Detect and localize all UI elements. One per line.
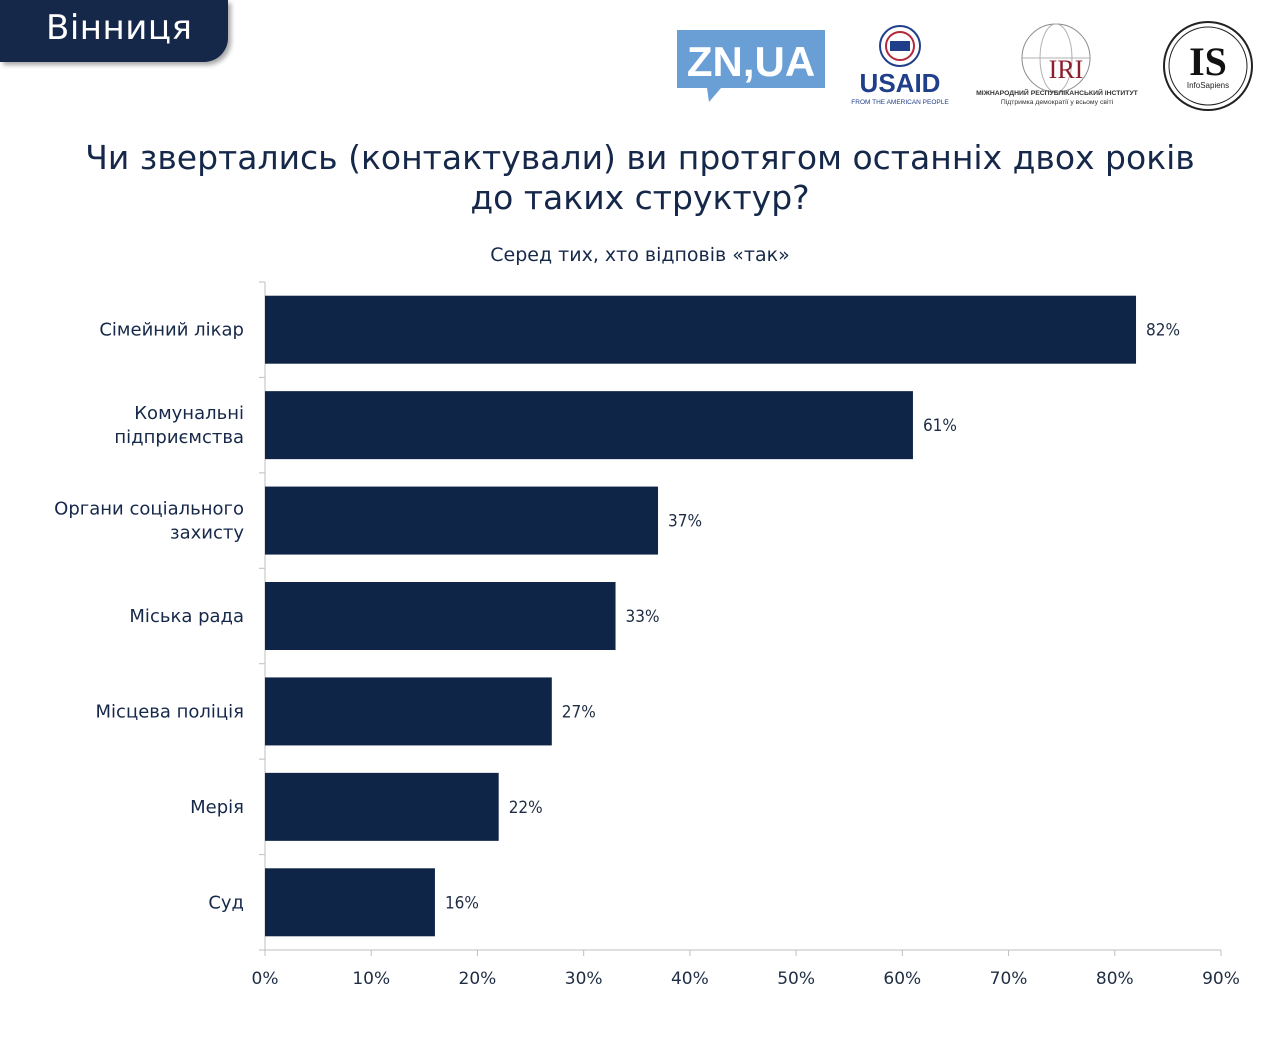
x-tick-label: 10% xyxy=(352,969,390,989)
infosapiens-name: InfoSapiens xyxy=(1187,81,1229,90)
bar-value-label: 16% xyxy=(445,893,479,913)
bar-value-label: 61% xyxy=(923,416,957,436)
bar-value-label: 37% xyxy=(668,512,702,532)
bar xyxy=(265,295,1137,364)
bar xyxy=(265,868,435,937)
bar-value-label: 33% xyxy=(626,607,660,627)
x-tick-label: 30% xyxy=(565,969,603,989)
chart-title: Чи звертались (контактували) ви протягом… xyxy=(0,138,1280,218)
category-label: Мерія xyxy=(190,797,244,818)
x-tick-label: 40% xyxy=(671,969,709,989)
zn-ua-logo-text: ZN,UA xyxy=(687,38,815,85)
category-label: Міська рада xyxy=(129,606,244,627)
category-label: Комунальні xyxy=(134,403,244,424)
infosapiens-logo-text: IS xyxy=(1189,39,1227,84)
x-tick-label: 20% xyxy=(459,969,497,989)
chart-title-line-2: до таких структур? xyxy=(470,178,810,217)
bar xyxy=(265,391,913,460)
iri-tagline: Підтримка демократії у всьому світі xyxy=(1001,98,1114,106)
x-tick-label: 50% xyxy=(777,969,815,989)
x-tick-label: 90% xyxy=(1202,969,1240,989)
chart-subtitle: Серед тих, хто відповів «так» xyxy=(490,244,790,266)
category-label: Сімейний лікар xyxy=(99,320,244,341)
infosapiens-logo: IS InfoSapiens xyxy=(1163,21,1253,111)
category-label: Місцева поліція xyxy=(96,701,244,722)
city-header-tab: Вінниця xyxy=(0,0,228,62)
x-tick-label: 0% xyxy=(252,969,279,989)
usaid-logo-text: USAID xyxy=(860,68,941,98)
bar xyxy=(265,677,552,746)
category-label: Органи соціального xyxy=(54,499,244,520)
x-tick-label: 80% xyxy=(1096,969,1134,989)
bar-value-label: 27% xyxy=(562,702,596,722)
city-name: Вінниця xyxy=(46,8,193,48)
x-tick-label: 60% xyxy=(883,969,921,989)
bar xyxy=(265,582,616,650)
iri-logo-text: IRI xyxy=(1049,55,1084,84)
bar-value-label: 82% xyxy=(1146,321,1180,341)
usaid-logo: USAID FROM THE AMERICAN PEOPLE xyxy=(851,25,949,106)
category-label: Суд xyxy=(208,892,244,913)
bar xyxy=(265,486,659,555)
zn-ua-logo: ZN,UA xyxy=(677,30,825,102)
chart-title-line-1: Чи звертались (контактували) ви протягом… xyxy=(85,138,1195,177)
bar xyxy=(265,772,499,841)
iri-name: МІЖНАРОДНИЙ РЕСПУБЛІКАНСЬКИЙ ІНСТИТУТ xyxy=(976,88,1139,97)
x-tick-label: 70% xyxy=(990,969,1028,989)
bar-chart: 0% 10% 20% 30% 40% 50% 60% 70% 80% 90% 82% Сімейний… xyxy=(54,281,1240,989)
bar-value-label: 22% xyxy=(509,798,543,818)
iri-logo: IRI МІЖНАРОДНИЙ РЕСПУБЛІКАНСЬКИЙ ІНСТИТУ… xyxy=(976,23,1139,106)
category-label: підприємства xyxy=(114,427,244,448)
category-label: захисту xyxy=(170,523,244,544)
usaid-tagline: FROM THE AMERICAN PEOPLE xyxy=(851,99,949,106)
